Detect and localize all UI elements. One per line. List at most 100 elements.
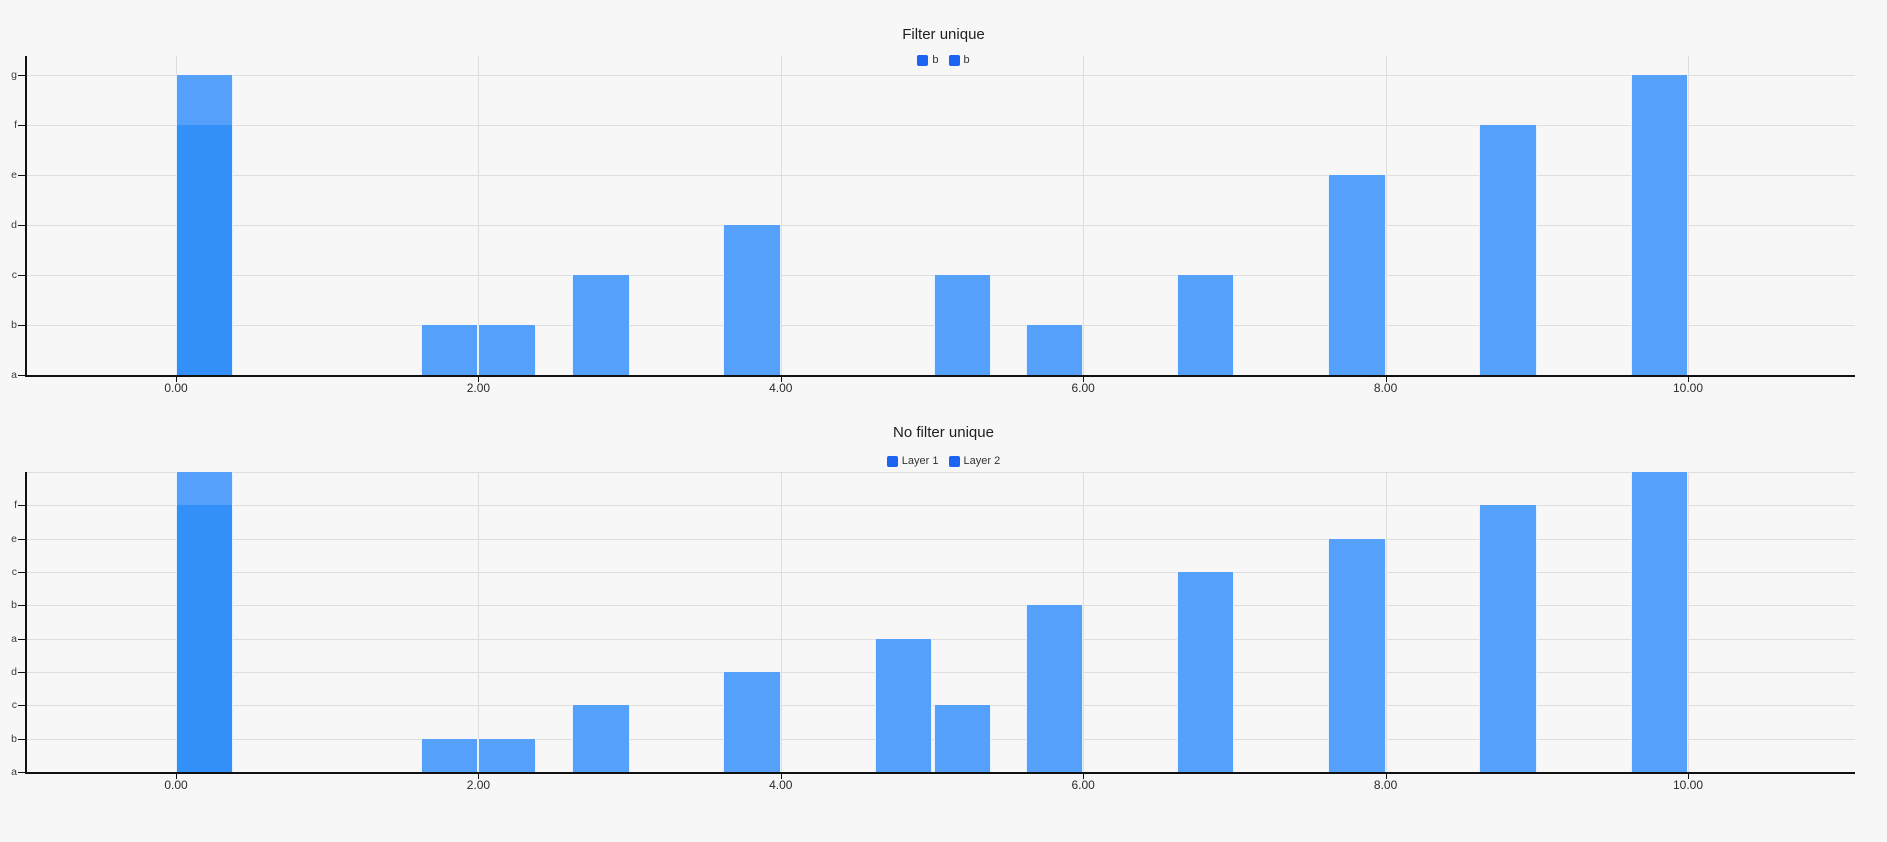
- gridline-vertical: [780, 56, 782, 375]
- chart-title: No filter unique: [893, 424, 994, 441]
- bar[interactable]: [1479, 505, 1537, 772]
- bar[interactable]: [1630, 75, 1688, 375]
- y-axis-tick: [18, 705, 25, 707]
- y-axis-tick: [18, 505, 25, 507]
- x-axis-tick-label: 10.00: [1672, 381, 1704, 395]
- legend-item-label: Layer 2: [963, 455, 1001, 467]
- gridline-vertical: [478, 56, 480, 375]
- gridline-vertical: [478, 471, 480, 772]
- gridline-horizontal: [25, 225, 1855, 226]
- x-axis-tick-label: 0.00: [164, 381, 188, 395]
- gridline-vertical: [1385, 56, 1387, 375]
- x-axis-line: [25, 772, 1855, 774]
- x-axis-line: [25, 375, 1855, 377]
- x-axis-tick: [1688, 772, 1689, 779]
- x-axis-tick: [176, 375, 177, 382]
- gridline-vertical: [780, 471, 782, 772]
- x-axis-tick-label: 6.00: [1071, 778, 1095, 792]
- x-axis-tick: [478, 375, 480, 382]
- y-axis-tick-label: b: [11, 732, 17, 745]
- x-axis-tick: [780, 375, 782, 382]
- gridline-horizontal: [25, 125, 1855, 126]
- gridline-horizontal: [25, 175, 1855, 176]
- bar[interactable]: [572, 705, 630, 772]
- legend-item-label: b: [963, 54, 970, 66]
- y-axis-tick-label: b: [11, 599, 17, 612]
- bar[interactable]: [723, 225, 781, 375]
- gridline-horizontal: [25, 571, 1855, 573]
- gridline-horizontal: [25, 671, 1855, 673]
- gridline-vertical: [1083, 471, 1085, 772]
- gridline-vertical: [1688, 471, 1689, 772]
- bar[interactable]: [1176, 275, 1235, 375]
- legend-item[interactable]: Layer 2: [948, 455, 1001, 468]
- y-axis-tick: [18, 225, 25, 226]
- y-axis-tick: [18, 275, 25, 276]
- x-axis-tick: [780, 772, 782, 779]
- bar[interactable]: [420, 738, 479, 772]
- y-axis-tick-label: c: [11, 699, 17, 712]
- series-swatch-icon: [948, 55, 960, 66]
- bar[interactable]: [1328, 538, 1386, 772]
- bar[interactable]: [1479, 125, 1537, 375]
- bar[interactable]: [1025, 325, 1084, 375]
- y-axis-tick: [18, 375, 25, 376]
- gridline-horizontal: [25, 538, 1855, 540]
- legend-item-label: b: [932, 54, 939, 66]
- x-axis-tick: [478, 772, 480, 779]
- y-axis-tick-label: d: [11, 665, 17, 678]
- y-axis-tick: [18, 571, 25, 573]
- x-axis-tick: [1385, 772, 1387, 779]
- legend-item-label: Layer 1: [901, 455, 939, 467]
- bar[interactable]: [572, 275, 630, 375]
- gridline-horizontal: [25, 471, 1855, 473]
- x-axis-tick: [1083, 772, 1085, 779]
- y-axis-tick-label: e: [11, 169, 17, 181]
- bar[interactable]: [420, 325, 479, 375]
- bar[interactable]: [933, 705, 991, 772]
- legend-item[interactable]: b: [948, 54, 970, 67]
- gridline-vertical: [1688, 56, 1689, 375]
- y-axis-tick: [18, 738, 25, 740]
- bar[interactable]: [933, 275, 991, 375]
- gridline-vertical: [1385, 471, 1387, 772]
- bar[interactable]: [1176, 571, 1235, 772]
- bar[interactable]: [478, 325, 536, 375]
- bar[interactable]: [723, 671, 781, 772]
- x-axis-tick-label: 4.00: [769, 381, 793, 395]
- x-axis-tick: [1688, 375, 1689, 382]
- x-axis-tick-label: 10.00: [1672, 778, 1704, 792]
- y-axis-tick: [18, 538, 25, 540]
- bar[interactable]: [1630, 471, 1688, 772]
- gridline-vertical: [1083, 56, 1085, 375]
- y-axis-tick: [18, 772, 25, 773]
- x-axis-tick-label: 8.00: [1373, 778, 1398, 792]
- y-axis-tick-label: a: [11, 369, 17, 381]
- bar[interactable]: [478, 738, 536, 772]
- bar-overlay[interactable]: [176, 125, 234, 375]
- series-swatch-icon: [886, 456, 898, 467]
- x-axis-tick-label: 2.00: [466, 778, 491, 792]
- x-axis-tick: [1385, 375, 1387, 382]
- y-axis-tick-label: a: [11, 766, 17, 778]
- y-axis-tick: [18, 671, 25, 673]
- x-axis-tick-label: 4.00: [769, 778, 793, 792]
- y-axis-tick: [18, 125, 25, 126]
- bar[interactable]: [1328, 175, 1386, 375]
- y-axis-line: [25, 471, 27, 774]
- series-swatch-icon: [917, 55, 929, 66]
- bar-overlay[interactable]: [176, 505, 234, 772]
- y-axis-tick-label: g: [11, 69, 17, 81]
- bar[interactable]: [1025, 605, 1084, 772]
- legend-item[interactable]: Layer 1: [886, 455, 939, 468]
- gridline-horizontal: [25, 638, 1855, 640]
- legend-item[interactable]: b: [917, 54, 939, 67]
- y-axis-tick-label: c: [11, 269, 17, 281]
- bar[interactable]: [874, 638, 932, 772]
- y-axis-tick-label: b: [11, 319, 17, 331]
- y-axis-line: [25, 56, 27, 377]
- y-axis-tick-label: f: [14, 119, 17, 131]
